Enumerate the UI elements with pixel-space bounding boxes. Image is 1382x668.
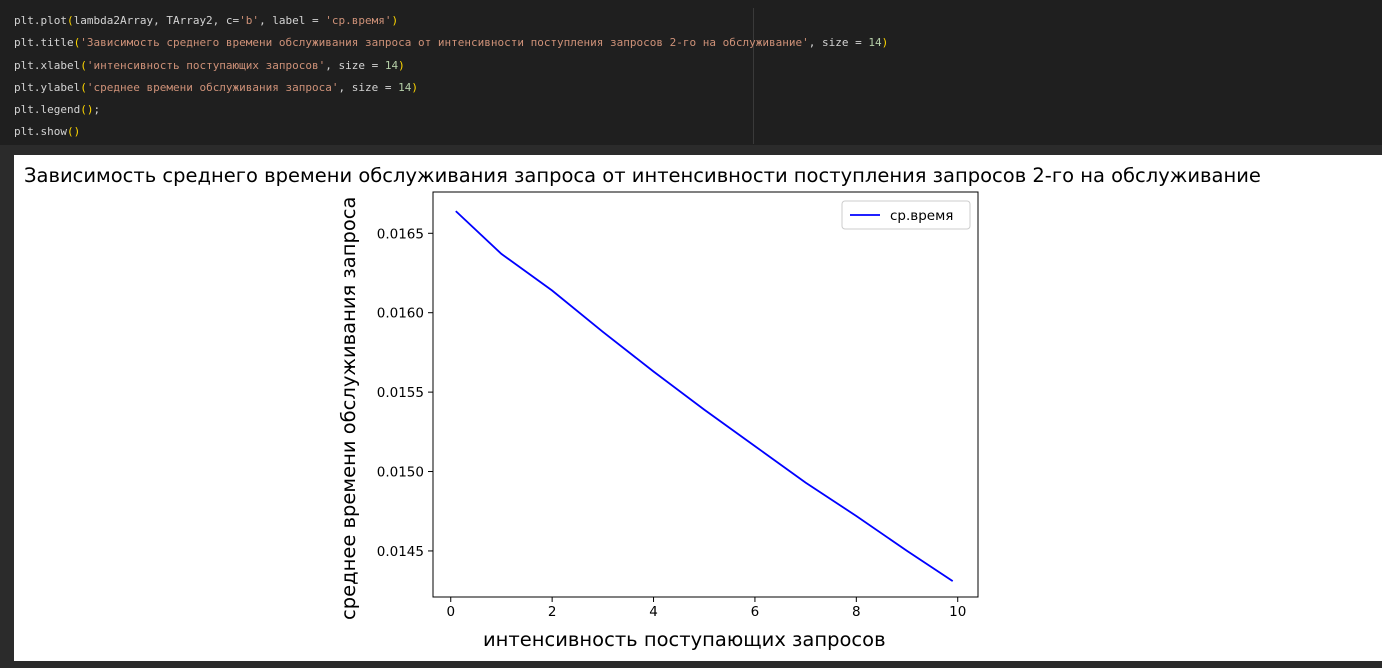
code-token: plt.legend <box>14 103 81 117</box>
plot-output: Зависимость среднего времени обслуживани… <box>14 155 1382 661</box>
chart-title: Зависимость среднего времени обслуживани… <box>24 164 1261 187</box>
y-tick-label: 0.0160 <box>377 306 424 322</box>
x-tick-label: 0 <box>446 604 455 620</box>
code-token: ( <box>80 80 87 94</box>
code-token: 'интенсивность поступающих запросов' <box>86 58 326 72</box>
x-tick-label: 4 <box>649 604 658 620</box>
code-line[interactable]: plt.xlabel('интенсивность поступающих за… <box>14 55 888 77</box>
code-token: 'Зависимость среднего времени обслуживан… <box>80 36 809 50</box>
y-tick-label: 0.0165 <box>377 226 424 242</box>
code-token: plt.xlabel <box>14 58 81 72</box>
code-token: ( <box>66 14 74 27</box>
y-axis-label: среднее времени обслуживания запроса <box>337 196 360 620</box>
code-token: 14 <box>384 58 399 72</box>
x-tick-label: 2 <box>548 604 557 620</box>
code-token: plt.ylabel <box>14 80 81 94</box>
code-line[interactable]: plt.legend(); <box>14 99 888 121</box>
code-token: ) <box>398 58 405 72</box>
code-token: () <box>80 103 94 117</box>
x-axis-label: интенсивность поступающих запросов <box>483 628 886 651</box>
code-token: ( <box>73 36 81 50</box>
code-token: , size = <box>808 36 869 50</box>
legend-label: ср.время <box>890 208 953 224</box>
code-token: 14 <box>868 36 882 50</box>
x-tick-label: 6 <box>751 604 760 620</box>
code-line[interactable]: plt.ylabel('среднее времени обслуживания… <box>14 77 888 99</box>
code-cell[interactable]: plt.plot(lambda2Array, TArray2, c='b', l… <box>0 0 1382 145</box>
code-token: , size = <box>338 80 399 94</box>
code-token: ; <box>93 103 101 117</box>
code-token: ) <box>411 80 419 94</box>
code-token: 'b' <box>239 14 260 27</box>
code-line[interactable]: plt.plot(lambda2Array, TArray2, c='b', l… <box>14 10 888 32</box>
code-token: 'ср.время' <box>325 14 392 27</box>
editor-ruler <box>753 8 754 144</box>
y-tick-label: 0.0145 <box>377 544 424 560</box>
y-tick-label: 0.0155 <box>377 385 424 401</box>
code-token: plt.show <box>14 125 67 139</box>
code-token: ) <box>881 36 889 50</box>
code-token: lambda2Array, TArray2, c= <box>73 14 240 27</box>
code-token: () <box>66 125 81 139</box>
plot-frame <box>432 191 979 598</box>
code-token: 14 <box>398 80 412 94</box>
y-tick-label: 0.0150 <box>377 465 424 481</box>
line-chart: 0 2 4 6 8 10 0.0145 0.0150 0.0155 0.0160 0.0165 ср.… <box>377 191 979 620</box>
code-token: ( <box>80 58 87 72</box>
code-editor[interactable]: plt.plot(lambda2Array, TArray2, c='b', l… <box>14 10 888 144</box>
code-line[interactable]: plt.title('Зависимость среднего времени … <box>14 32 888 54</box>
x-tick-label: 8 <box>852 604 861 620</box>
code-token: ) <box>391 14 399 27</box>
code-line[interactable]: plt.show() <box>14 121 888 143</box>
code-token: , size = <box>325 58 385 72</box>
series-line <box>455 210 954 582</box>
legend-box <box>841 200 971 230</box>
code-token: 'среднее времени обслуживания запроса' <box>86 80 339 94</box>
x-tick-label: 10 <box>949 604 966 620</box>
code-token: plt.title <box>14 36 74 50</box>
code-token: plt.plot <box>14 14 67 27</box>
code-token: , label = <box>259 14 326 27</box>
